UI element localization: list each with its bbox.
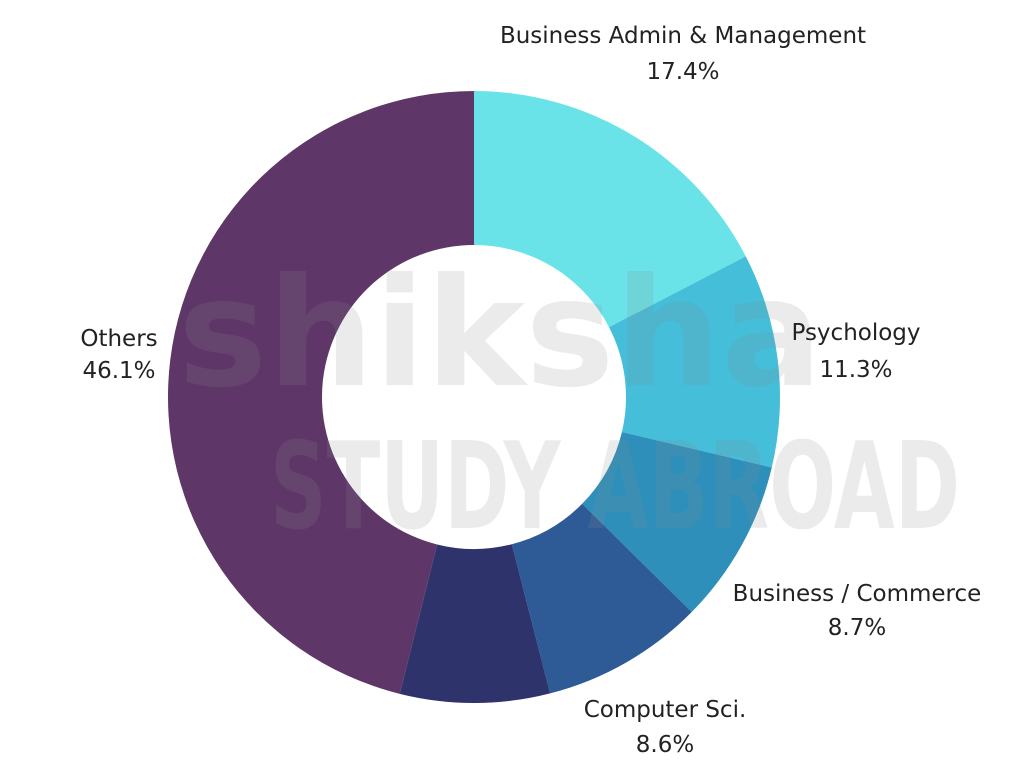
- label-psychology: Psychology: [791, 320, 920, 346]
- slice-psychology: [608, 256, 780, 468]
- label-business-admin-management: Business Admin & Management: [500, 23, 866, 49]
- slice-business-admin-management: [474, 91, 746, 328]
- watermark: shiksha STUDY ABROAD: [178, 247, 960, 557]
- chart-slices: [168, 91, 780, 704]
- label-business-commerce: Business / Commerce: [733, 581, 982, 607]
- label-computer-sci: Computer Sci.: [584, 697, 747, 723]
- slice-unlabeled-4: [399, 544, 551, 704]
- value-others: 46.1%: [82, 358, 155, 384]
- value-business-admin-management: 17.4%: [646, 59, 719, 85]
- watermark-line-2: STUDY ABROAD: [270, 418, 960, 557]
- label-others: Others: [80, 326, 157, 352]
- value-computer-sci: 8.6%: [636, 732, 694, 758]
- slice-computer-sci: [511, 503, 692, 694]
- chart-labels: Business Admin & Management 17.4% Psycholo…: [80, 23, 981, 758]
- value-business-commerce: 8.7%: [828, 615, 886, 641]
- slice-others: [168, 91, 474, 694]
- value-psychology: 11.3%: [819, 357, 892, 383]
- watermark-line-1: shiksha: [178, 247, 823, 421]
- slice-business-commerce: [582, 432, 772, 613]
